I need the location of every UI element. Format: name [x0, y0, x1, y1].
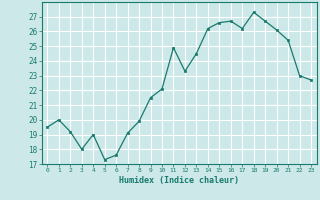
X-axis label: Humidex (Indice chaleur): Humidex (Indice chaleur): [119, 176, 239, 185]
